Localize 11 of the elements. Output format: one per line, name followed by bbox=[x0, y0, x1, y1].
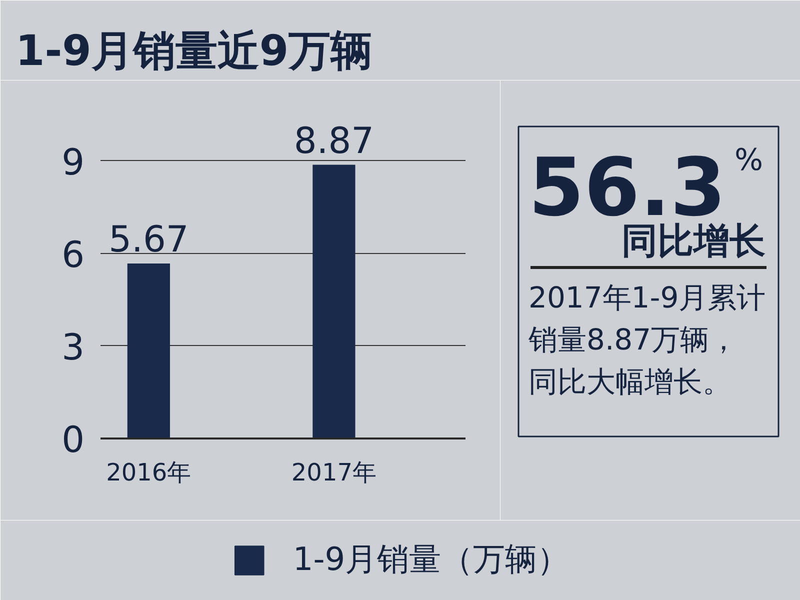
data-label: 5.67 bbox=[108, 220, 189, 261]
y-tick-label: 0 bbox=[62, 420, 84, 461]
y-tick-label: 3 bbox=[62, 327, 84, 368]
text: 2017年1-9月累计销量8.87万辆，同比大幅增长。 bbox=[528, 280, 766, 398]
legend-label: 1-9月销量（万辆） bbox=[292, 539, 570, 580]
data-label: 8.87 bbox=[294, 120, 374, 162]
y-tick-label: 6 bbox=[62, 234, 84, 276]
x-tick-label: 2017年 bbox=[291, 458, 376, 486]
x-tick-label: 2016年 bbox=[106, 458, 192, 486]
chart-title: 1-9月销量近9万辆 bbox=[16, 26, 373, 75]
y-tick-label: 9 bbox=[62, 142, 84, 184]
